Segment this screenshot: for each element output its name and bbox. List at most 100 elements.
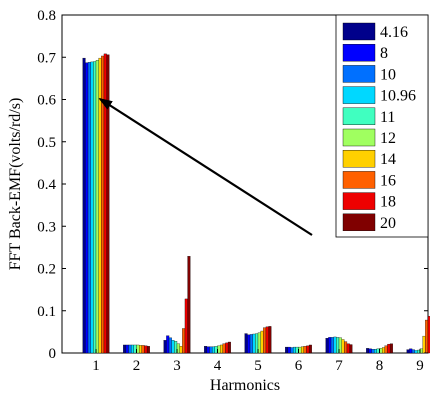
y-tick-label: 0.6 (37, 93, 56, 109)
bar-h2-s10 (146, 346, 150, 354)
bar-h8-s1 (366, 348, 370, 354)
bar-h9-s4 (414, 350, 418, 354)
legend-swatch (342, 86, 376, 104)
bar-h6-s2 (287, 346, 291, 354)
bar-h6-s9 (306, 345, 310, 354)
x-tick-label: 1 (92, 358, 100, 374)
bar-h8-s2 (368, 348, 372, 354)
legend-swatch (342, 65, 376, 83)
legend: 4.16 8 10 10.96 11 12 14 16 18 20 (335, 14, 429, 238)
legend-label: 8 (380, 45, 388, 62)
legend-swatch (342, 44, 376, 62)
bar-h8-s10 (389, 343, 393, 354)
bar-h6-s4 (293, 346, 297, 354)
bar-h3-s10 (187, 256, 191, 354)
bar-h8-s8 (384, 345, 388, 354)
bar-h5-s2 (247, 334, 251, 354)
bar-h2-s3 (128, 344, 132, 354)
y-axis-label: FFT Back-EMF(volts/rd/s) (7, 98, 24, 271)
bar-h9-s1 (406, 349, 410, 354)
legend-swatch (342, 128, 376, 147)
bar-h1-s3 (87, 62, 91, 354)
bar-h4-s7 (219, 344, 223, 354)
x-tick-label: 7 (335, 358, 343, 374)
legend-swatch (342, 171, 376, 189)
bar-h5-s3 (249, 334, 253, 354)
bar-h1-s10 (106, 54, 110, 354)
bar-h9-s9 (427, 316, 430, 354)
y-tick-label: 0.5 (37, 135, 56, 151)
bar-h1-s6 (95, 60, 99, 354)
bar-h1-s1 (82, 57, 86, 354)
bar-h4-s4 (212, 346, 215, 354)
x-tick-label: 4 (214, 358, 222, 374)
bar-h1-s4 (90, 61, 94, 354)
bar-h8-s3 (371, 349, 375, 354)
bar-h3-s7 (179, 346, 183, 354)
y-tick-label: 0.4 (37, 177, 56, 193)
bar-h2-s2 (125, 344, 129, 354)
bar-h3-s8 (182, 328, 186, 354)
x-tick-label: 5 (254, 358, 262, 374)
legend-swatch (342, 107, 376, 126)
legend-label: 18 (380, 194, 396, 211)
bar-h3-s2 (166, 335, 170, 354)
x-tick-label: 3 (173, 358, 181, 374)
bar-h7-s7 (341, 339, 345, 354)
bar-h7-s4 (333, 336, 337, 354)
x-axis: 1 2 3 4 5 6 7 8 9 (92, 349, 424, 374)
bars-group (82, 53, 430, 354)
bar-h3-s4 (171, 340, 175, 354)
bar-h4-s3 (209, 346, 213, 354)
y-tick-label: 0.8 (37, 8, 56, 24)
bar-h6-s8 (303, 346, 307, 354)
y-tick-label: 0.7 (37, 50, 56, 66)
bar-h5-s1 (244, 333, 248, 354)
bar-h2-s9 (144, 345, 148, 354)
legend-swatch (342, 213, 376, 232)
bar-h4-s2 (206, 346, 210, 354)
legend-swatch (342, 149, 376, 168)
y-tick-label: 0.2 (37, 262, 56, 278)
bar-h6-s3 (290, 347, 294, 354)
bar-h7-s8 (344, 341, 348, 354)
bar-h1-s2 (85, 62, 89, 354)
x-tick-label: 8 (376, 358, 384, 374)
legend-label: 10.96 (380, 88, 416, 105)
bar-h6-s1 (285, 346, 289, 354)
bar-h9-s7 (422, 335, 426, 354)
bar-h6-s7 (300, 346, 304, 354)
bar-h2-s8 (141, 345, 145, 354)
bar-h8-s4 (374, 349, 378, 354)
y-tick-label: 0.3 (37, 219, 56, 235)
x-tick-label: 9 (416, 358, 424, 374)
x-axis-label: Harmonics (210, 377, 280, 394)
legend-label: 16 (380, 172, 396, 189)
bar-h5-s8 (263, 327, 267, 354)
legend-label: 14 (380, 151, 396, 168)
x-tick-label: 2 (133, 358, 141, 374)
bar-h2-s7 (138, 345, 142, 354)
legend-label: 10 (380, 66, 396, 83)
bar-h8-s9 (387, 343, 391, 354)
y-tick-label: 0.1 (37, 304, 56, 320)
bar-h6-s10 (308, 344, 312, 354)
bar-h4-s8 (222, 343, 226, 354)
bar-h2-s1 (123, 344, 127, 354)
annotation-arrow (98, 97, 313, 236)
bar-h8-s7 (381, 347, 385, 354)
bar-h4-s10 (227, 341, 231, 354)
bar-h1-s7 (98, 57, 102, 354)
bar-h3-s9 (184, 298, 188, 354)
bar-h7-s2 (328, 337, 332, 354)
bar-h9-s2 (409, 348, 413, 354)
legend-label: 12 (380, 130, 396, 147)
legend-swatch (342, 192, 376, 210)
bar-h5-s7 (260, 330, 264, 354)
bar-h4-s9 (225, 342, 229, 354)
bar-h3-s1 (163, 340, 167, 354)
legend-label: 4.16 (380, 24, 408, 41)
legend-label: 11 (380, 109, 395, 126)
x-tick-label: 6 (295, 358, 303, 374)
